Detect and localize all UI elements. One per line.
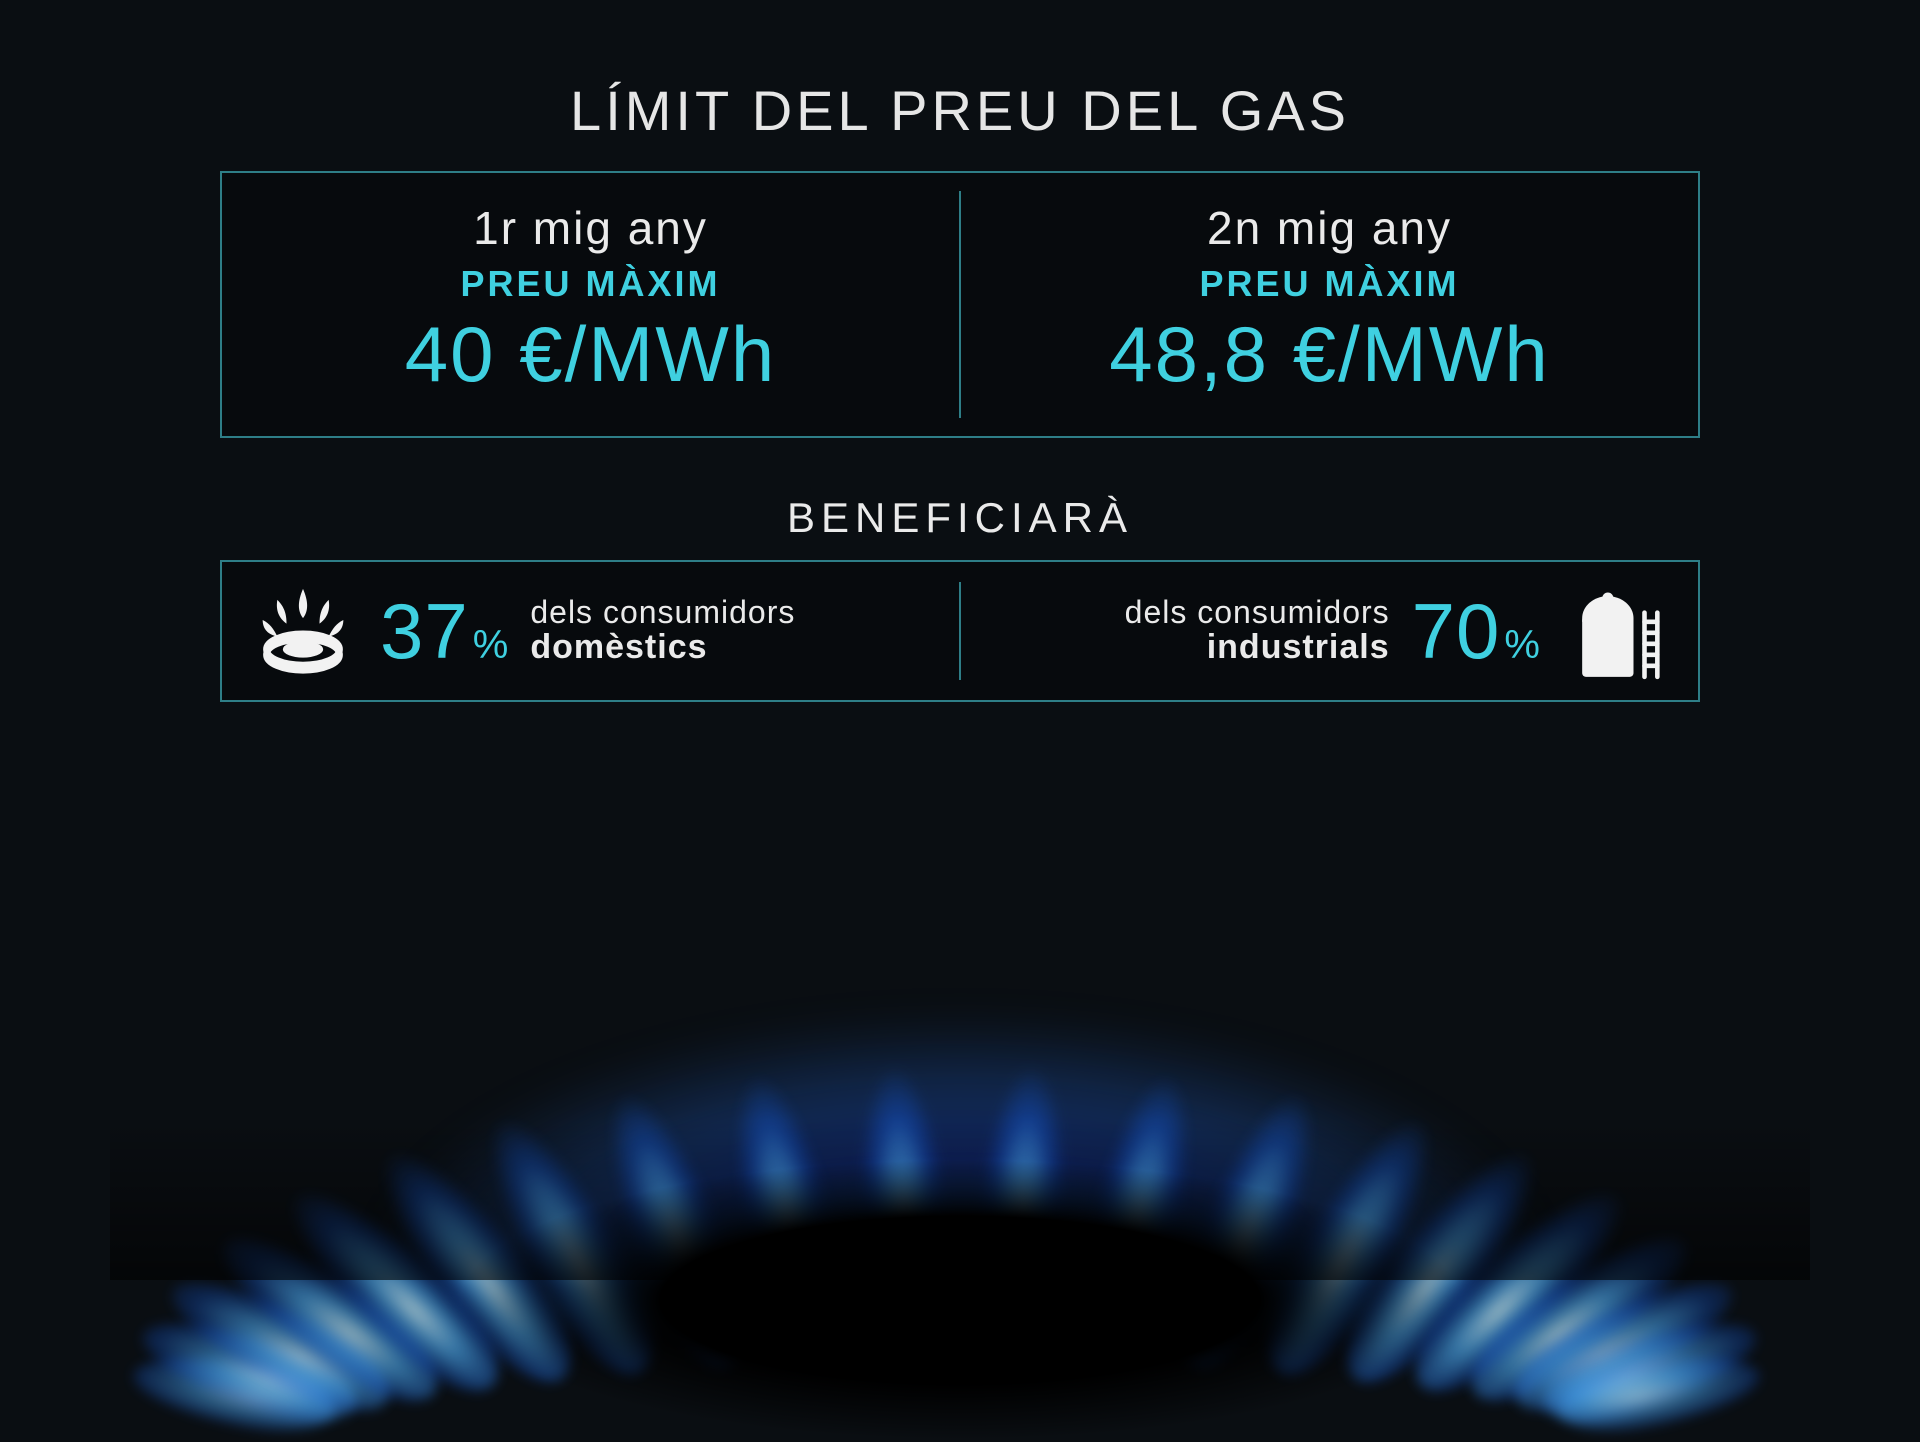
price-table: 1r mig any PREU MÀXIM 40 €/MWh 2n mig an…	[220, 171, 1700, 438]
industrial-line2: industrials	[1125, 630, 1390, 666]
industrial-line1: dels consumidors	[1125, 596, 1390, 630]
industrial-percent-value: 70	[1412, 586, 1501, 677]
infographic-content: LÍMIT DEL PREU DEL GAS 1r mig any PREU M…	[0, 0, 1920, 702]
industrial-percent: 70 %	[1412, 586, 1540, 677]
price-col-1: 1r mig any PREU MÀXIM 40 €/MWh	[222, 173, 959, 436]
vertical-separator	[959, 582, 961, 680]
benefit-box: 37 % dels consumidors domèstics dels con…	[220, 560, 1700, 702]
domestic-percent-symbol: %	[473, 623, 509, 668]
period-2: 2n mig any	[981, 201, 1678, 255]
main-title: LÍMIT DEL PREU DEL GAS	[570, 78, 1350, 143]
price-col-2: 2n mig any PREU MÀXIM 48,8 €/MWh	[961, 173, 1698, 436]
domestic-desc: dels consumidors domèstics	[530, 596, 795, 665]
benefit-title: BENEFICIARÀ	[787, 494, 1133, 542]
domestic-percent: 37 %	[380, 586, 508, 677]
domestic-percent-value: 37	[380, 586, 469, 677]
gas-burner-icon	[248, 576, 358, 686]
industrial-tank-icon	[1562, 576, 1672, 686]
industrial-percent-symbol: %	[1504, 623, 1540, 668]
period-1: 1r mig any	[242, 201, 939, 255]
max-label-1: PREU MÀXIM	[242, 263, 939, 305]
price-2: 48,8 €/MWh	[981, 309, 1678, 400]
benefit-col-domestic: 37 % dels consumidors domèstics	[248, 576, 941, 686]
domestic-line1: dels consumidors	[530, 596, 795, 630]
industrial-desc: dels consumidors industrials	[1125, 596, 1390, 665]
price-1: 40 €/MWh	[242, 309, 939, 400]
domestic-line2: domèstics	[530, 630, 795, 666]
benefit-col-industrial: dels consumidors industrials 70 %	[979, 576, 1672, 686]
max-label-2: PREU MÀXIM	[981, 263, 1678, 305]
